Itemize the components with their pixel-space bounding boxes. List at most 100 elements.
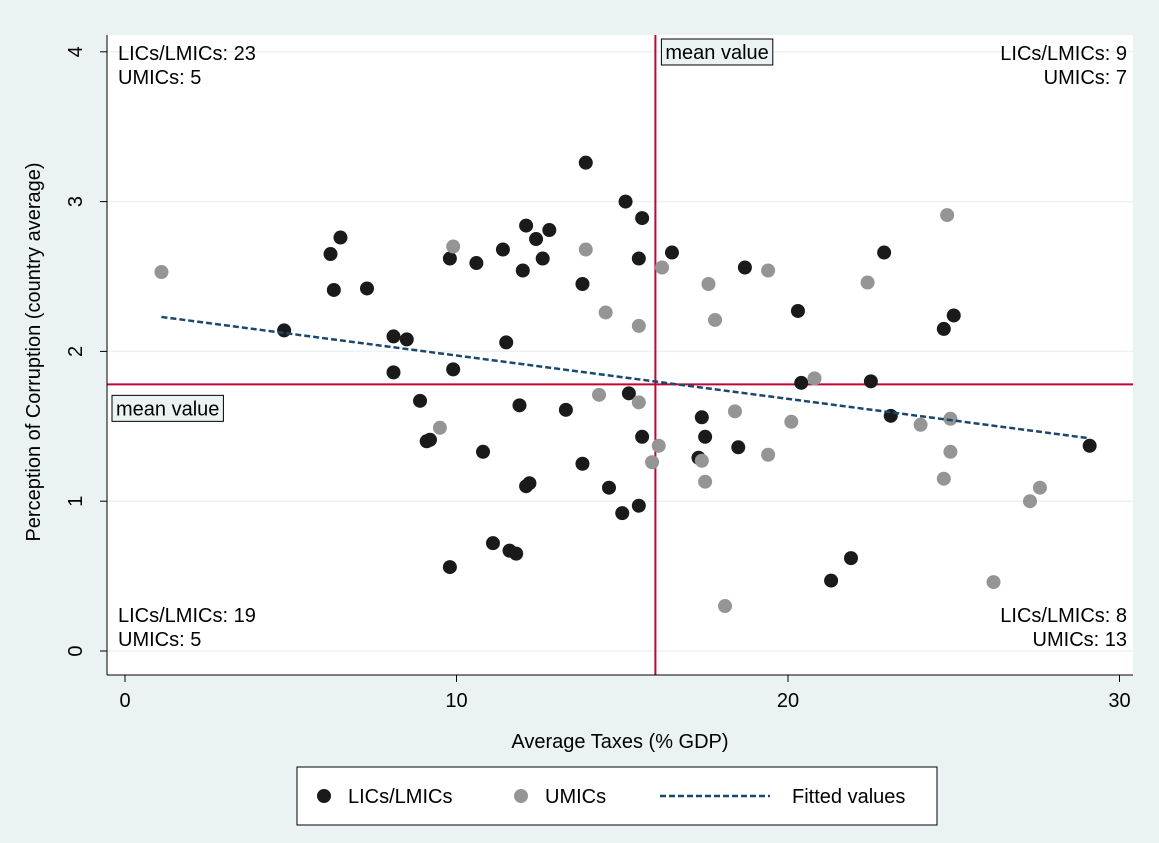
- data-point: [326, 282, 341, 297]
- y-tick-label: 1: [65, 496, 87, 507]
- data-point: [535, 251, 550, 266]
- data-point: [519, 218, 534, 233]
- data-point: [399, 332, 414, 347]
- data-point: [592, 387, 607, 402]
- data-point: [698, 429, 713, 444]
- mean-value-labels: mean value mean value: [111, 38, 774, 422]
- data-point: [807, 371, 822, 386]
- quadrant-label-bottom-left: LICs/LMICs: 19: [118, 605, 256, 627]
- data-point: [761, 447, 776, 462]
- plot-area: [107, 35, 1133, 675]
- data-point: [499, 335, 514, 350]
- data-point: [359, 281, 374, 296]
- legend: LICs/LMICs UMICs Fitted values: [296, 766, 938, 826]
- x-axis-label: Average Taxes (% GDP): [511, 731, 728, 753]
- data-point: [621, 386, 636, 401]
- data-point: [718, 599, 733, 614]
- data-point: [598, 305, 613, 320]
- data-point: [1022, 494, 1037, 509]
- x-axis: 0 10 20 30: [107, 674, 1133, 712]
- data-point: [529, 232, 544, 247]
- fitted-line-layer: [161, 315, 1090, 440]
- data-point: [512, 398, 527, 413]
- quadrant-label-top-right: LICs/LMICs: 9: [1000, 43, 1127, 65]
- x-tick-label: 10: [445, 690, 467, 712]
- mean-label-text: mean value: [665, 42, 768, 64]
- quadrant-label-bottom-right: LICs/LMICs: 8: [1000, 605, 1127, 627]
- data-point: [575, 276, 590, 291]
- legend-label: Fitted values: [792, 786, 905, 808]
- data-point: [698, 474, 713, 489]
- data-point: [509, 546, 524, 561]
- legend-marker: [317, 789, 331, 803]
- data-point: [1082, 438, 1097, 453]
- quadrant-label-bottom-left: UMICs: 5: [118, 629, 201, 651]
- data-point: [446, 362, 461, 377]
- y-tick-label: 0: [65, 645, 87, 656]
- data-point: [323, 247, 338, 262]
- data-point: [694, 410, 709, 425]
- x-tick-label: 0: [119, 690, 130, 712]
- data-point: [701, 276, 716, 291]
- data-point: [635, 429, 650, 444]
- data-point: [631, 395, 646, 410]
- y-axis: 0 1 2 3 4: [65, 35, 108, 675]
- data-point: [542, 223, 557, 238]
- data-point: [946, 308, 961, 323]
- data-point: [877, 245, 892, 260]
- data-point: [784, 414, 799, 429]
- data-point: [601, 480, 616, 495]
- data-point: [943, 444, 958, 459]
- data-point: [731, 440, 746, 455]
- legend-box: [296, 766, 938, 826]
- x-tick-label: 30: [1108, 690, 1130, 712]
- data-point: [790, 303, 805, 318]
- data-point: [615, 506, 630, 521]
- data-point: [655, 260, 670, 275]
- legend-marker: [514, 789, 528, 803]
- data-point: [761, 263, 776, 278]
- data-point: [558, 402, 573, 417]
- data-point: [794, 375, 809, 390]
- mean-lines: [107, 35, 1133, 675]
- data-point: [943, 411, 958, 426]
- data-points: [154, 155, 1097, 614]
- data-point: [446, 239, 461, 254]
- data-point: [645, 455, 660, 470]
- data-point: [442, 560, 457, 575]
- quadrant-label-top-right: UMICs: 7: [1044, 67, 1127, 89]
- data-point: [631, 498, 646, 513]
- data-point: [413, 393, 428, 408]
- legend-label: UMICs: [545, 786, 606, 808]
- quadrant-label-top-left: LICs/LMICs: 23: [118, 43, 256, 65]
- data-point: [277, 323, 292, 338]
- data-point: [708, 312, 723, 327]
- y-axis-label: Perception of Corruption (country averag…: [23, 162, 45, 541]
- data-point: [386, 329, 401, 344]
- mean-value-label-horizontal: mean value: [111, 394, 224, 422]
- data-point: [635, 211, 650, 226]
- mean-label-text: mean value: [116, 398, 219, 420]
- data-point: [737, 260, 752, 275]
- data-point: [936, 471, 951, 486]
- fitted-line: [161, 315, 1090, 440]
- data-point: [860, 275, 875, 290]
- mean-label-box: [111, 394, 224, 422]
- y-tick-label: 4: [65, 46, 87, 57]
- y-tick-label: 3: [65, 196, 87, 207]
- data-point: [863, 374, 878, 389]
- x-tick-label: 20: [777, 690, 799, 712]
- data-point: [154, 265, 169, 280]
- data-point: [442, 251, 457, 266]
- data-point: [631, 251, 646, 266]
- data-point: [727, 404, 742, 419]
- data-point: [495, 242, 510, 257]
- data-point: [618, 194, 633, 209]
- data-point: [422, 432, 437, 447]
- data-point: [333, 230, 348, 245]
- data-point: [824, 573, 839, 588]
- data-point: [1032, 480, 1047, 495]
- mean-value-label-vertical: mean value: [660, 38, 774, 66]
- data-point: [476, 444, 491, 459]
